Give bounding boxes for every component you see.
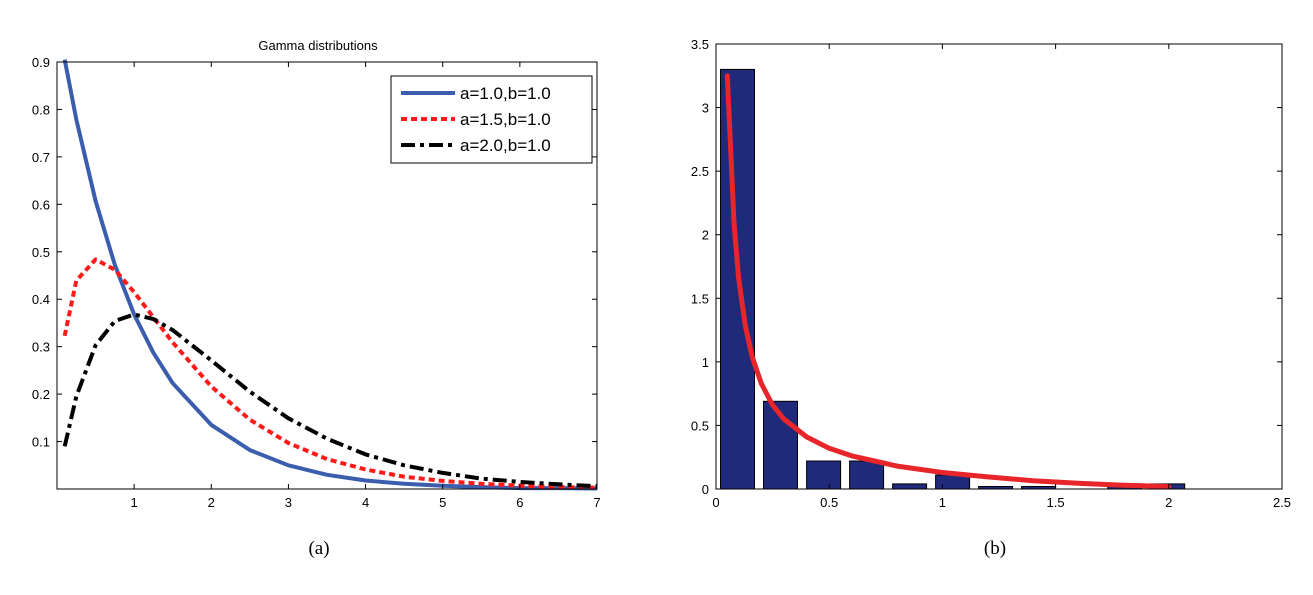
chart-b-y-tick-label: 1.5 (691, 291, 709, 306)
chart-a-y-tick-label: 0.6 (32, 197, 50, 212)
chart-b-fit-curve (724, 73, 1172, 489)
chart-b-x-tick-label: 0 (712, 495, 719, 510)
chart-a-plot-frame (56, 61, 598, 490)
chart-a-x-tick-label: 7 (593, 495, 600, 510)
chart-a-y-tick-label: 0.7 (32, 150, 50, 165)
chart-a-y-tick-label: 0.9 (32, 55, 50, 70)
chart-a-axes: 1 2 3 4 5 6 7 0.1 0.2 0.3 0.4 0.5 0.6 0.7 0.8 0.9 (32, 55, 601, 510)
chart-b-x-tick-label: 2.5 (1273, 495, 1291, 510)
chart-a-y-tick-label: 0.2 (32, 387, 50, 402)
chart-b-axes: 0 0.5 1 1.5 2 2.5 0 0.5 1 1.5 2 2.5 3 3.5 (691, 37, 1291, 510)
chart-a-title: Gamma distributions (258, 38, 378, 53)
chart-b-y-tick-label: 2.5 (691, 164, 709, 179)
chart-b-bar-3 (806, 460, 842, 490)
chart-a-x-tick-label: 4 (362, 495, 369, 510)
chart-b-y-tick-label: 2 (702, 228, 709, 243)
chart-a: Gamma distributions 1 2 3 4 5 6 7 0.1 0.2 0.3 0.4 0… (32, 38, 601, 559)
chart-a-legend-label-2: a=1.5,b=1.0 (460, 110, 551, 129)
chart-a-legend-label-1: a=1.0,b=1.0 (460, 84, 551, 103)
chart-b-bar-4 (849, 460, 885, 490)
chart-a-x-tick-label: 5 (439, 495, 446, 510)
chart-b-y-tick-label: 3 (702, 101, 709, 116)
chart-b-y-tick-label: 3.5 (691, 37, 709, 52)
chart-a-y-tick-label: 0.8 (32, 102, 50, 117)
chart-a-series-group (62, 59, 598, 491)
chart-a-x-tick-label: 1 (131, 495, 138, 510)
chart-b-x-tick-label: 1 (939, 495, 946, 510)
chart-b-y-tick-label: 0 (702, 482, 709, 497)
chart-a-caption: (a) (308, 538, 329, 559)
chart-a-y-tick-label: 0.3 (32, 340, 50, 355)
chart-a-x-tick-label: 3 (285, 495, 292, 510)
chart-b-y-tick-label: 0.5 (691, 418, 709, 433)
chart-b-plot-frame (715, 43, 1283, 490)
chart-b-x-tick-label: 0.5 (820, 495, 838, 510)
chart-a-y-tick-label: 0.1 (32, 435, 50, 450)
chart-a-legend-label-3: a=2.0,b=1.0 (460, 136, 551, 155)
chart-a-series-line-2 (62, 257, 598, 490)
chart-b-caption: (b) (984, 538, 1006, 559)
chart-a-y-tick-label: 0.5 (32, 245, 50, 260)
chart-a-series-line-3 (62, 312, 598, 489)
chart-b-curve-group (724, 73, 1172, 489)
chart-b-x-tick-label: 2 (1165, 495, 1172, 510)
chart-b-bar-5 (892, 483, 928, 490)
chart-b-x-tick-label: 1.5 (1047, 495, 1065, 510)
chart-a-legend: a=1.0,b=1.0 a=1.5,b=1.0 a=2.0,b=1.0 (390, 75, 593, 164)
chart-a-series-line-1 (62, 59, 598, 491)
chart-a-x-tick-label: 2 (208, 495, 215, 510)
chart-b-y-tick-label: 1 (702, 355, 709, 370)
chart-b: 0 0.5 1 1.5 2 2.5 0 0.5 1 1.5 2 2.5 3 3.5 (b) (691, 37, 1291, 559)
chart-a-y-tick-label: 0.4 (32, 292, 50, 307)
chart-a-x-tick-label: 6 (516, 495, 523, 510)
